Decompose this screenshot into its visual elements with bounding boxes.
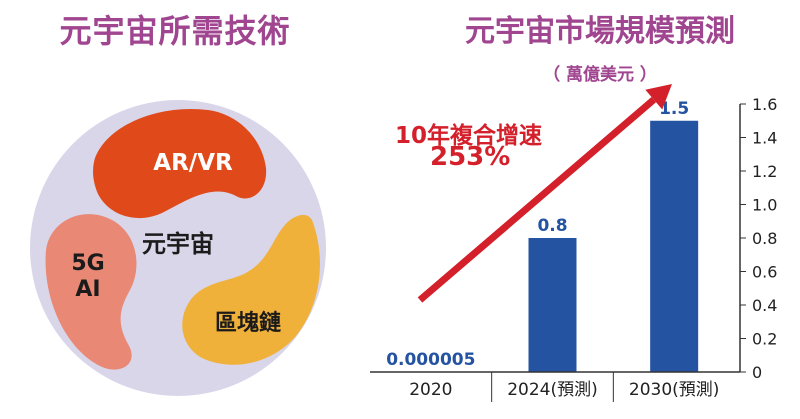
unit-label: （ 萬億美元 ） — [543, 65, 657, 85]
y-tick-label-3: 0.6 — [752, 263, 777, 282]
y-tick-label-5: 1.0 — [752, 196, 777, 215]
metaverse-center-label: 元宇宙 — [142, 230, 214, 258]
market-title: 元宇宙市場規模預測 — [465, 14, 735, 49]
technology-title: 元宇宙所需技術 — [59, 12, 291, 50]
petal-label-line: 5G — [71, 251, 104, 276]
ar-vr-petal — [93, 108, 267, 219]
bar-series — [406, 120, 699, 372]
bar-data-labels: 0.000005 0.8 1.5 — [386, 99, 689, 370]
y-axis-ticks: 0 0.2 0.4 0.6 0.8 1.0 1.2 1.4 1.6 — [740, 95, 777, 382]
x-tick-label-0: 2020 — [409, 380, 452, 400]
5g-ai-label: 5G AI — [71, 251, 104, 302]
bar-1 — [528, 238, 577, 372]
cagr-label: 10年複合增速 — [395, 123, 543, 149]
bar-value-label-1: 0.8 — [537, 216, 567, 236]
5g-ai-petal — [45, 214, 137, 370]
growth-arrow-shaft — [417, 96, 657, 303]
y-tick-label-8: 1.6 — [752, 95, 777, 114]
x-tick-label-2: 2030(預測) — [629, 380, 720, 400]
blockchain-petal — [182, 214, 320, 365]
cagr-value: 253% — [430, 142, 511, 172]
y-tick-label-6: 1.2 — [752, 162, 777, 181]
bar-value-label-0: 0.000005 — [386, 350, 475, 370]
x-axis-ticks: 2020 2024(預測) 2030(預測) — [409, 372, 719, 402]
bar-value-label-2: 1.5 — [659, 99, 689, 119]
blockchain-label: 區塊鏈 — [215, 310, 281, 336]
growth-arrow-head — [645, 84, 672, 110]
y-tick-label-1: 0.2 — [752, 330, 777, 349]
y-tick-label-0: 0 — [752, 363, 762, 382]
technology-diagram: 元宇宙 AR/VR 5G AI 區塊鏈 — [30, 100, 326, 396]
y-tick-label-7: 1.4 — [752, 129, 777, 148]
market-size-chart: 0.000005 0.8 1.5 2020 2024(預測) 2030(預測) 0 0.2… — [370, 84, 777, 402]
ar-vr-label: AR/VR — [153, 150, 233, 176]
petal-label-line: AI — [75, 277, 100, 302]
y-tick-label-2: 0.4 — [752, 296, 777, 315]
bar-2 — [650, 120, 699, 372]
y-tick-label-4: 0.8 — [752, 229, 777, 248]
growth-arrow — [417, 84, 672, 303]
x-tick-label-1: 2024(預測) — [507, 380, 598, 400]
